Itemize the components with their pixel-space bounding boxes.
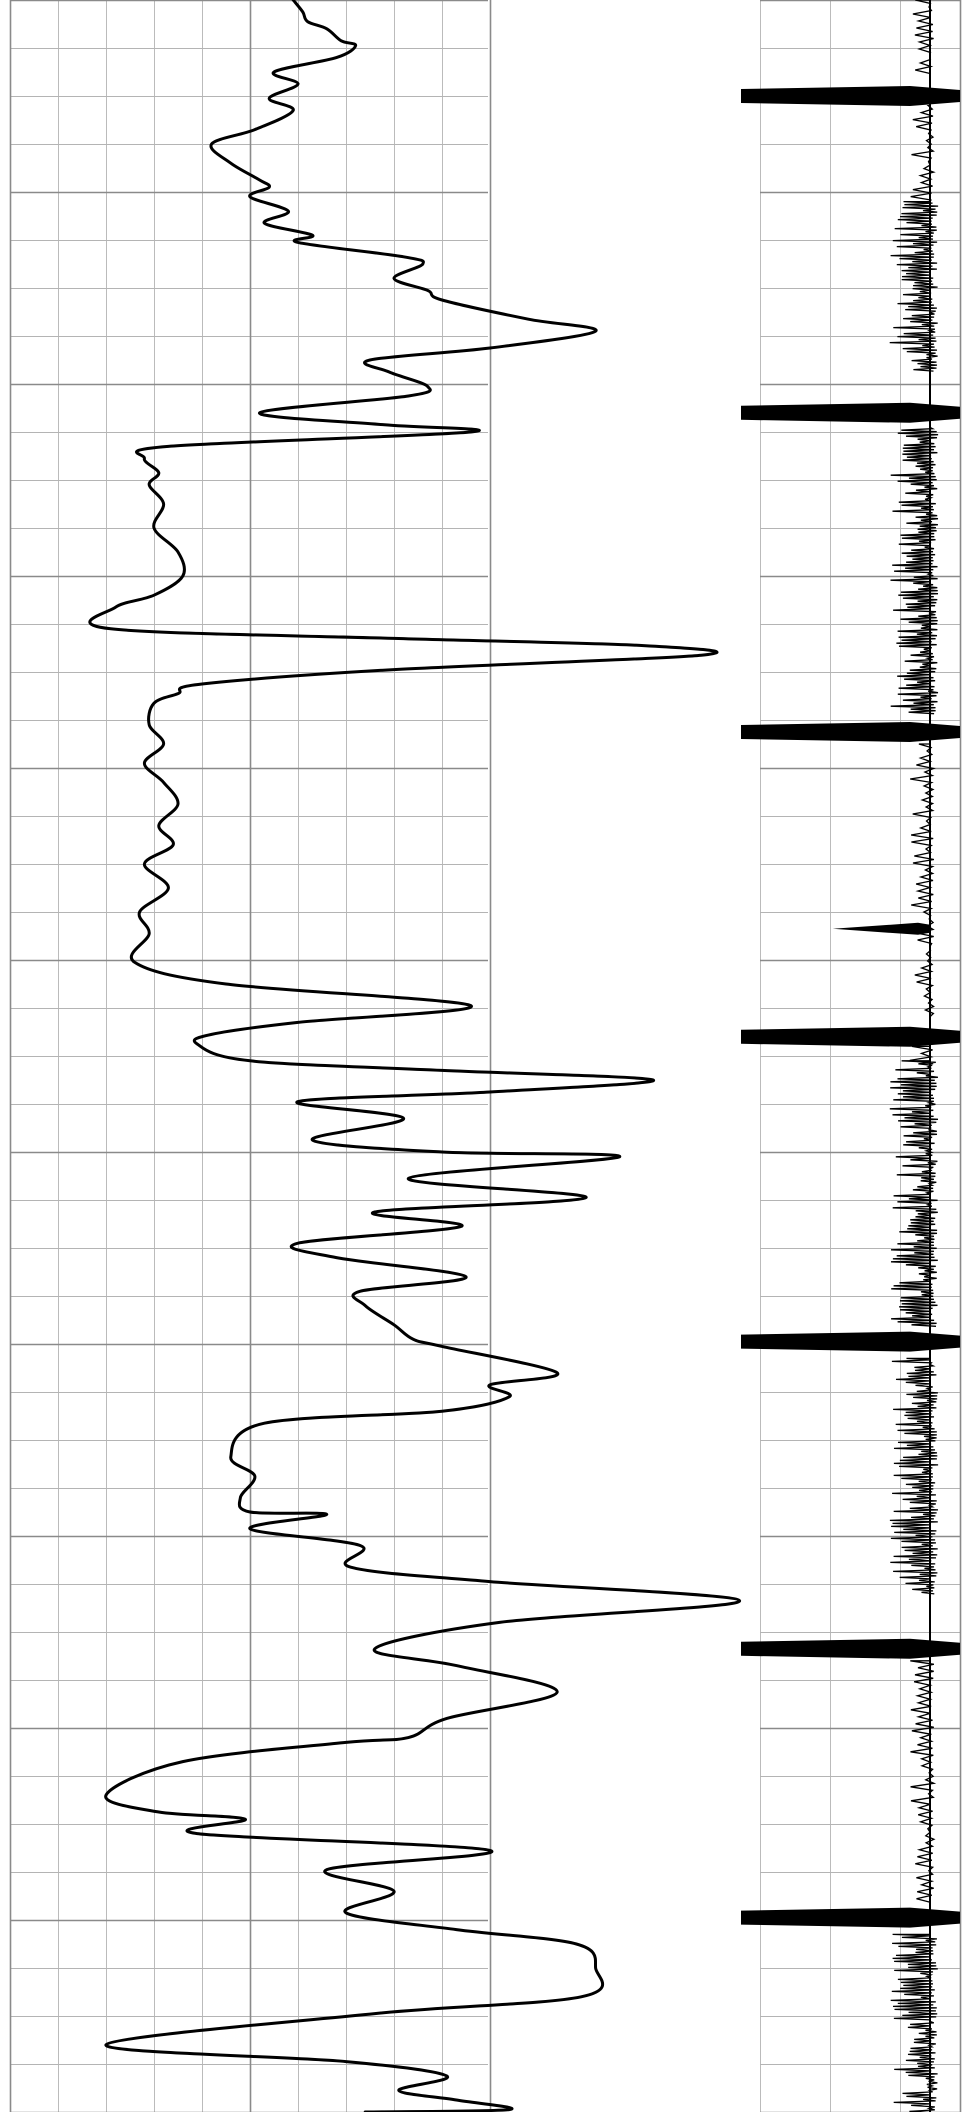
traces (88, 0, 960, 2112)
main-curve (88, 0, 742, 2112)
noise-trace (910, 1660, 937, 1903)
minor-grid (10, 0, 960, 2112)
noise-trace (889, 1357, 939, 1595)
spike-mark (741, 722, 960, 742)
spike-mark (741, 86, 960, 106)
spike-mark (741, 1331, 960, 1352)
noise-trace (889, 200, 939, 372)
noise-trace (890, 426, 939, 715)
noise-trace (910, 743, 936, 1021)
spike-mark (741, 402, 960, 423)
spike-mark (741, 1026, 960, 1047)
noise-trace (889, 1060, 939, 1327)
major-grid (9, 0, 962, 2112)
noise-trace (890, 1933, 938, 2112)
minor-spike-mark (832, 922, 930, 935)
noise-trace (912, 0, 934, 81)
spike-mark (741, 1638, 960, 1659)
noise-trace (910, 104, 936, 201)
spike-mark (741, 1907, 960, 1928)
